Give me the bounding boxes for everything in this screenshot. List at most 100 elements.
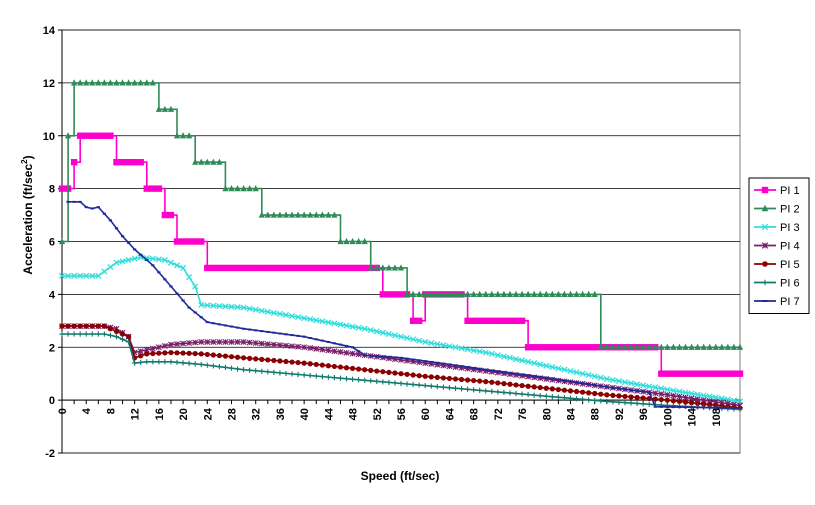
point-marker [283,370,289,377]
point-marker [301,344,308,351]
point-marker [537,344,544,351]
point-marker [294,264,302,272]
point-marker [415,317,423,325]
point-marker [670,387,677,394]
point-marker [615,378,622,385]
point-marker [167,259,175,266]
point-marker [186,132,193,139]
point-marker [440,342,447,349]
point-marker [627,380,635,387]
point-marker [71,79,78,86]
point-marker [724,343,731,350]
point-marker [440,290,447,297]
point-marker [368,367,374,373]
point-marker [555,290,562,297]
point-marker [319,211,326,218]
point-marker [374,368,380,374]
x-tick-label: 0 [57,408,69,414]
point-marker [404,371,410,377]
point-marker [101,331,107,337]
point-marker [567,290,574,297]
point-marker [210,338,217,345]
point-marker [349,237,356,245]
point-marker [149,185,157,192]
point-marker [313,211,320,218]
point-marker [706,370,713,377]
point-marker [113,158,120,166]
point-marker [265,369,271,375]
point-marker [156,359,162,365]
legend-item: PI 1 [754,185,800,197]
point-marker [283,358,289,365]
legend: PI 1 PI 2 PI 3 PI 4 PI 5 PI 6 PI 7 [748,177,810,314]
point-marker [101,323,107,329]
point-marker [512,317,520,325]
point-marker [125,339,132,345]
point-marker [368,378,374,384]
point-marker [567,367,574,375]
point-marker [167,341,174,348]
point-marker [476,290,483,297]
point-marker [89,132,96,139]
point-marker [331,375,338,381]
x-tick-label: 72 [493,408,505,420]
point-marker [762,279,768,286]
point-marker [458,345,465,352]
point-marker [482,290,489,297]
point-marker [77,323,83,329]
point-marker [519,357,526,364]
point-marker [543,290,550,297]
point-marker [483,379,489,385]
point-marker [325,374,331,380]
series-markers [58,79,744,350]
point-marker [131,79,138,86]
point-marker [258,211,265,218]
point-marker [89,331,95,337]
point-marker [192,361,198,367]
point-marker [167,105,175,112]
point-marker [428,383,434,389]
point-marker [247,367,253,373]
point-marker [107,132,114,139]
point-marker [471,377,477,384]
point-marker [265,357,271,363]
point-marker [77,331,83,337]
point-marker [343,264,350,272]
point-marker [258,264,265,272]
point-marker [707,402,713,408]
point-marker [374,378,380,384]
point-marker [609,343,616,350]
point-marker [688,390,695,397]
point-marker [89,272,96,279]
point-marker [337,237,344,245]
point-marker [150,359,156,365]
point-marker [646,383,653,390]
point-marker [64,132,72,139]
point-marker [264,308,271,315]
point-marker [531,384,537,390]
point-marker [331,363,338,370]
point-marker [682,343,689,350]
point-marker [337,321,344,328]
point-marker [216,364,222,370]
point-marker [598,391,604,397]
point-marker [59,331,65,337]
point-marker [409,317,417,325]
x-tick-label: 60 [420,408,432,420]
point-marker [204,302,211,309]
point-marker [561,344,568,351]
point-marker [138,359,144,366]
point-marker [724,370,732,377]
point-marker [736,370,744,377]
point-marker [694,370,701,377]
point-marker [300,264,308,272]
point-marker [77,79,84,86]
point-marker [380,379,386,385]
legend-label: PI 7 [780,296,800,308]
point-marker [349,350,356,357]
series-pi-1 [58,132,744,377]
point-marker [198,351,204,357]
y-tick-label: 4 [49,289,56,301]
x-tick-label: 16 [154,408,166,420]
point-marker [125,158,132,166]
